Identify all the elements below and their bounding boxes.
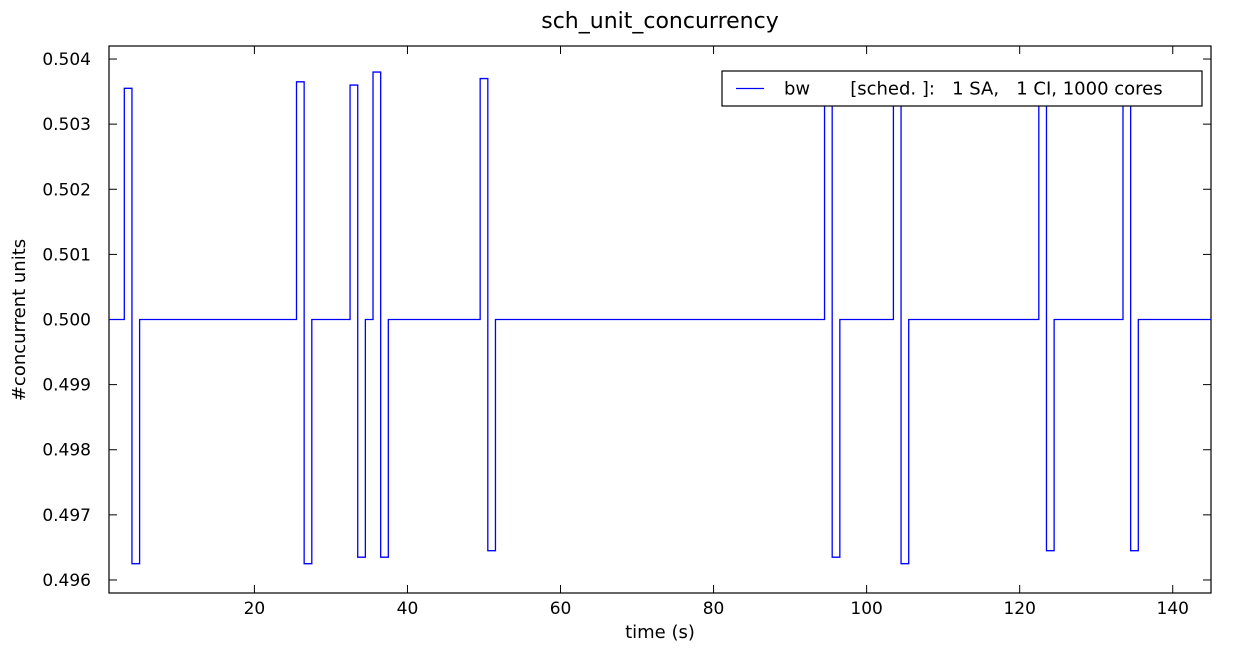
y-tick-label: 0.497 (42, 506, 91, 526)
y-tick-label: 0.503 (42, 115, 91, 135)
y-tick-label: 0.501 (42, 245, 91, 265)
y-tick-label: 0.500 (42, 311, 91, 331)
x-tick-label: 120 (1003, 599, 1035, 619)
y-tick-label: 0.496 (42, 571, 91, 591)
y-tick-label: 0.498 (42, 441, 91, 461)
legend: bw [sched. ]: 1 SA, 1 CI, 1000 cores (721, 70, 1203, 107)
legend-box (721, 70, 1203, 107)
x-tick-label: 100 (850, 599, 882, 619)
y-tick-label: 0.502 (42, 180, 91, 200)
chart-title: sch_unit_concurrency (541, 9, 778, 34)
x-axis-label: time (s) (625, 622, 695, 643)
x-tick-label: 40 (397, 599, 419, 619)
series-line-bw (109, 71, 1211, 565)
y-tick-label: 0.499 (42, 376, 91, 396)
x-tick-label: 20 (244, 599, 266, 619)
y-axis-label: #concurrent units (9, 239, 30, 401)
plot-area: 20 40 60 80 100 120 140 0.496 0.497 0.498 0.499 0.5… (42, 45, 1212, 619)
x-tick-label: 60 (550, 599, 572, 619)
x-tick-label: 140 (1157, 599, 1189, 619)
legend-label: bw [sched. ]: 1 SA, 1 CI, 1000 cores (784, 79, 1163, 100)
x-tick-label: 80 (703, 599, 725, 619)
y-tick-label: 0.504 (42, 50, 91, 70)
